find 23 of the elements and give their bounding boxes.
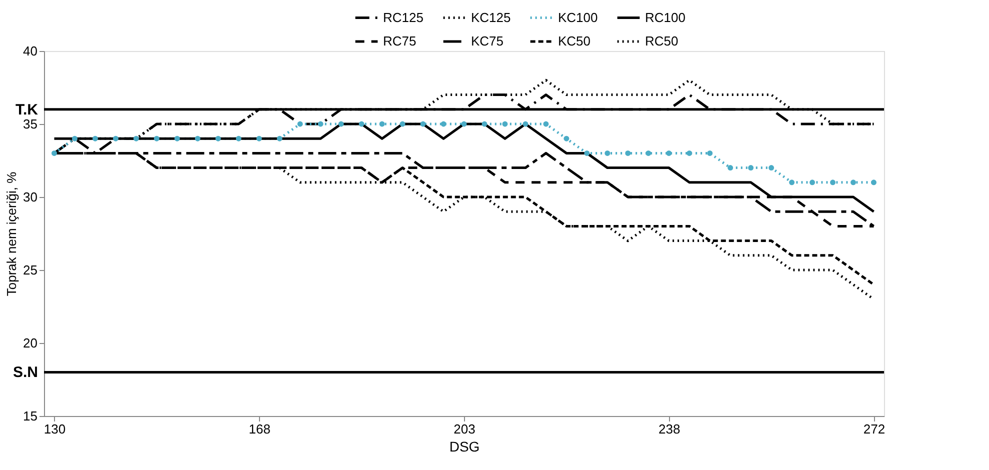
legend-label: RC100 [645, 10, 686, 25]
legend-label: KC100 [558, 10, 598, 25]
x-tick-label: 272 [863, 422, 886, 436]
ref-line-label: S.N [12, 364, 38, 382]
y-tick-label: 20 [23, 336, 38, 350]
x-tick-label: 203 [454, 422, 476, 436]
legend-label: KC50 [558, 34, 591, 48]
legend-label: RC50 [645, 34, 678, 48]
x-tick-label: 130 [44, 422, 66, 436]
y-tick-label: 35 [23, 116, 38, 132]
y-tick-label: 15 [23, 408, 38, 424]
legend-label: RC75 [383, 34, 416, 48]
y-tick-label: 30 [23, 190, 38, 204]
x-tick-label: 238 [658, 422, 680, 436]
x-axis-title: DSG [449, 438, 480, 454]
y-tick-label: 40 [23, 44, 38, 58]
y-tick-label: 25 [23, 262, 38, 278]
x-tick-label: 168 [248, 422, 270, 436]
ref-line-label: T.K [16, 101, 38, 118]
legend-label: RC125 [383, 10, 424, 25]
y-axis-title: Toprak nem içeriği, % [4, 171, 20, 296]
legend-label: KC75 [471, 34, 504, 48]
legend-label: KC125 [471, 10, 511, 25]
